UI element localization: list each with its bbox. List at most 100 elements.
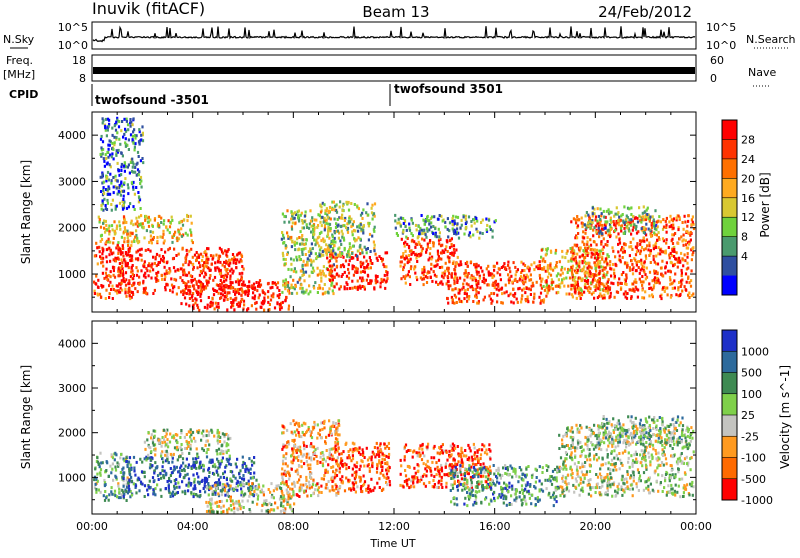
velocity-cell [212, 460, 214, 463]
velocity-cell [175, 478, 177, 481]
power-cell [561, 278, 563, 281]
velocity-cell [161, 445, 163, 448]
power-cell [361, 251, 363, 254]
power-cell [447, 275, 449, 278]
power-cell [121, 236, 123, 239]
power-cell [142, 222, 144, 225]
power-cell [321, 216, 323, 219]
power-cell [561, 250, 563, 253]
velocity-cell [196, 472, 198, 475]
power-cell [188, 285, 190, 288]
power-cell [147, 248, 149, 251]
power-cell [309, 209, 311, 212]
power-cell [306, 239, 308, 242]
power-cell [96, 246, 98, 249]
power-cell [246, 285, 248, 288]
power-cell [420, 245, 422, 248]
power-cell [438, 257, 440, 260]
power-cell [439, 214, 441, 217]
power-cell [569, 277, 571, 280]
power-ytick-label: 3000 [58, 175, 86, 188]
power-cell [159, 235, 161, 238]
power-cell [195, 298, 197, 301]
power-cell [641, 227, 643, 230]
power-cell [570, 247, 572, 250]
power-cell [670, 296, 672, 299]
power-cell [141, 248, 143, 251]
power-cell [164, 278, 166, 281]
power-cell [612, 250, 614, 253]
power-cell [612, 263, 614, 266]
power-cell [582, 230, 584, 233]
velocity-cell [203, 464, 205, 467]
power-cell [550, 268, 552, 271]
power-cell [421, 214, 423, 217]
velocity-cell [168, 477, 170, 480]
velocity-cell [230, 485, 232, 488]
power-cell [168, 271, 170, 274]
power-cell [625, 274, 627, 277]
velocity-cell [115, 469, 117, 472]
power-cell [620, 214, 622, 217]
power-cell [357, 280, 359, 283]
power-cell [333, 208, 335, 211]
power-cell [448, 272, 450, 275]
velocity-cell [251, 464, 253, 467]
power-cell [433, 270, 435, 273]
velocity-cell [298, 431, 300, 434]
power-cell [332, 235, 334, 238]
power-colorbar-tick-label: 8 [741, 231, 748, 244]
power-cell [114, 141, 116, 144]
power-cell [197, 292, 199, 295]
power-cell [358, 207, 360, 210]
power-cell [232, 281, 234, 284]
velocity-cell [127, 491, 129, 494]
power-scatter [93, 117, 695, 312]
power-cell [288, 305, 290, 308]
power-cell [276, 301, 278, 304]
power-cell [362, 232, 364, 235]
power-cell [223, 280, 225, 283]
power-cell [300, 214, 302, 217]
power-cell [122, 274, 124, 277]
nsky-label: N.Sky [3, 33, 35, 46]
velocity-cell [210, 429, 212, 432]
power-cell [637, 289, 639, 292]
power-cell [294, 222, 296, 225]
power-cell [286, 231, 288, 234]
power-cell [319, 287, 321, 290]
power-cell [631, 259, 633, 262]
power-cell [102, 152, 104, 155]
power-cell [127, 192, 129, 195]
power-cell [226, 250, 228, 253]
power-cell [132, 130, 134, 133]
power-cell [124, 170, 126, 173]
power-cell [340, 243, 342, 246]
power-cell [530, 273, 532, 276]
power-cell [143, 236, 145, 239]
power-cell [198, 256, 200, 259]
velocity-cell [171, 471, 173, 474]
velocity-cell [206, 455, 208, 458]
power-cell [130, 125, 132, 128]
power-cell [371, 235, 373, 238]
power-cell [684, 285, 686, 288]
power-cell [132, 186, 134, 189]
power-cell [409, 283, 411, 286]
power-cell [349, 242, 351, 245]
power-cell [587, 254, 589, 257]
power-cell [366, 202, 368, 205]
velocity-cell [285, 452, 287, 455]
power-cell [202, 269, 204, 272]
velocity-cell [125, 460, 127, 463]
power-cell [299, 287, 301, 290]
power-cell [235, 266, 237, 269]
velocity-cell [335, 422, 337, 425]
power-cell [132, 161, 134, 164]
velocity-cell [138, 489, 140, 492]
power-cell [577, 283, 579, 286]
power-cell [472, 300, 474, 303]
velocity-cell [166, 438, 168, 441]
power-cell [500, 278, 502, 281]
velocity-cell [226, 511, 228, 514]
